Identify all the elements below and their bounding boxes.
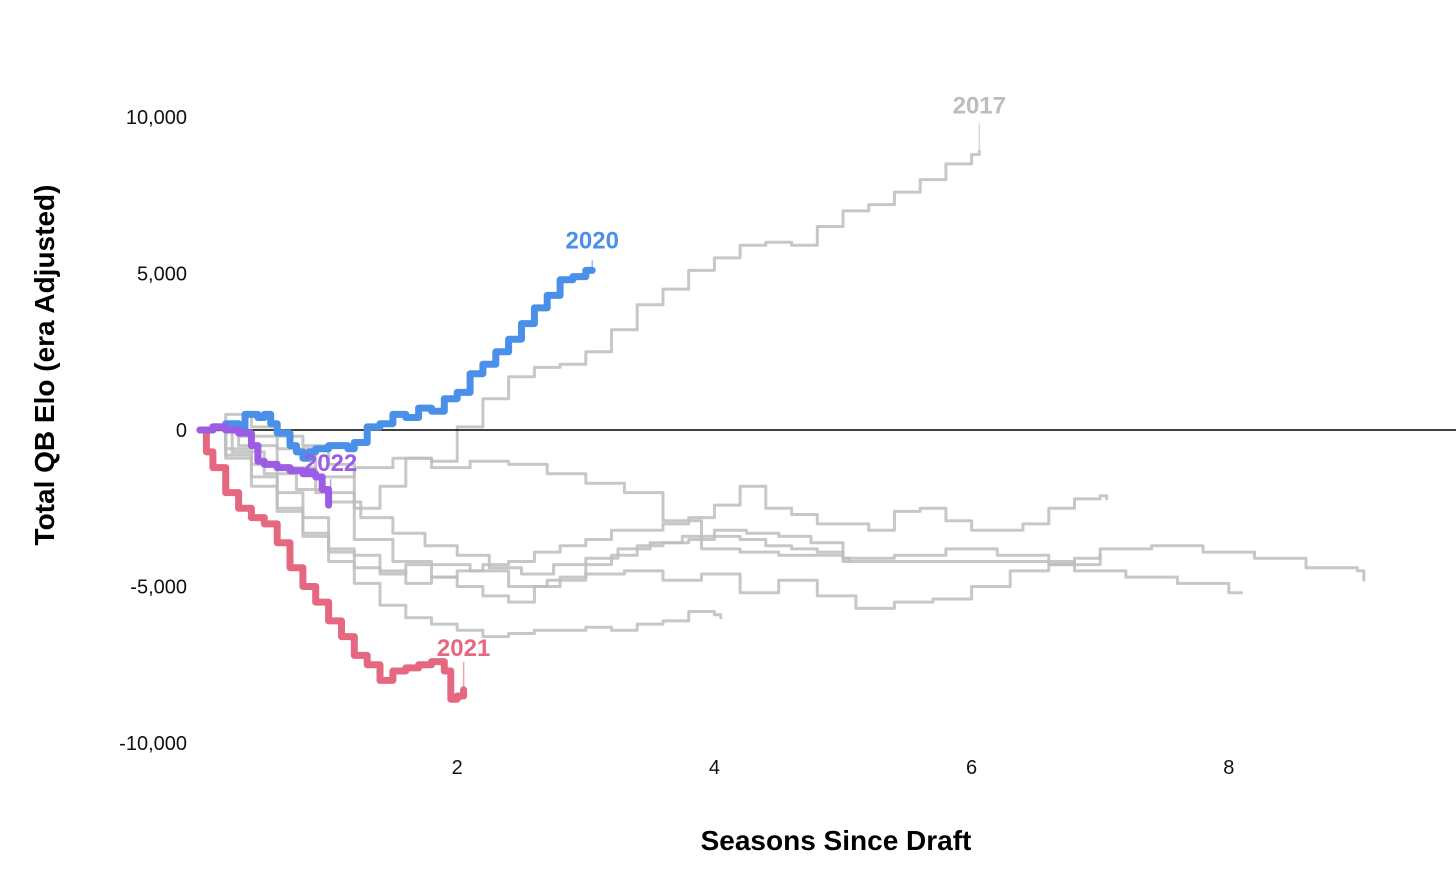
series-label-2020: 2020 — [566, 227, 619, 254]
series-line-other-1 — [198, 149, 981, 510]
highlighted-series-group — [196, 266, 596, 703]
series-labels-group: 2020 2021 2022 2017 — [304, 92, 1006, 690]
series-line-2021 — [196, 426, 468, 703]
y-axis-title: Total QB Elo (era Adjusted) — [29, 185, 60, 546]
y-tick-label: 5,000 — [137, 264, 187, 286]
x-tick-label: 6 — [966, 757, 977, 779]
x-axis-title: Seasons Since Draft — [701, 825, 972, 856]
series-line-2022 — [196, 423, 333, 509]
series-label-2017: 2017 — [953, 92, 1006, 119]
series-line-other-4 — [198, 428, 1366, 604]
other-series-group — [198, 149, 1366, 639]
y-axis-ticks: 10,000 5,000 0 -5,000 -10,000 — [119, 107, 187, 755]
series-line-other-6 — [198, 428, 1102, 610]
series-label-2022: 2022 — [304, 450, 357, 477]
x-axis-ticks: 2 4 6 8 — [452, 757, 1235, 779]
series-label-2021: 2021 — [437, 635, 490, 662]
series-line-other-5 — [198, 428, 723, 639]
x-tick-label: 8 — [1223, 757, 1234, 779]
y-tick-label: -10,000 — [119, 733, 187, 755]
x-tick-label: 2 — [452, 757, 463, 779]
y-tick-label: 10,000 — [126, 107, 187, 129]
y-tick-label: -5,000 — [130, 577, 187, 599]
y-tick-label: 0 — [176, 420, 187, 442]
x-tick-label: 4 — [709, 757, 720, 779]
series-line-2020 — [196, 266, 596, 462]
